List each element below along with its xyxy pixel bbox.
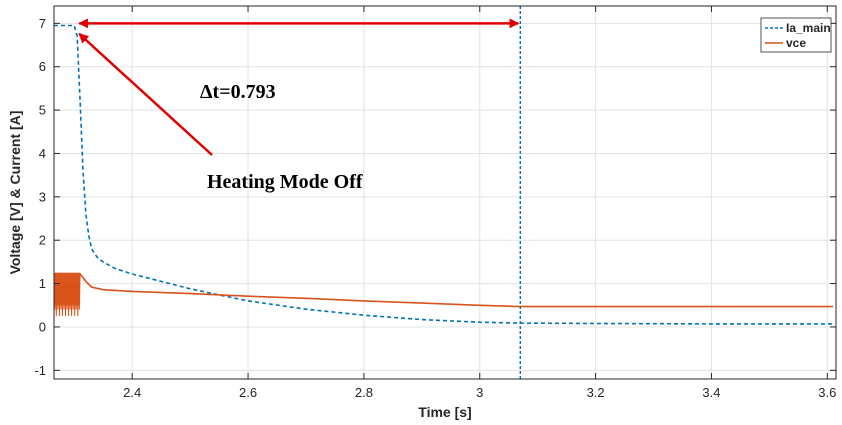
y-tick-label: -1 (34, 363, 46, 378)
x-tick-label: 2.6 (239, 385, 257, 400)
y-tick-label: 6 (39, 59, 46, 74)
plot-frame (53, 5, 837, 380)
x-axis-label: Time [s] (418, 404, 471, 420)
delta-t-annotation: Δt=0.793 (200, 81, 276, 103)
series-layer (53, 24, 834, 325)
heating-mode-off-annotation: Heating Mode Off (207, 171, 363, 193)
legend-label-ia-main: Ia_main (786, 21, 831, 35)
x-tick-label: 3.6 (818, 385, 836, 400)
y-tick-label: 2 (39, 233, 46, 248)
y-tick-label: 7 (39, 16, 46, 31)
grid (54, 6, 836, 379)
x-tick-label: 2.4 (123, 385, 141, 400)
series-line-ia-main (54, 24, 834, 325)
y-axis-label: Voltage [V] & Current [A] (7, 111, 23, 275)
y-tick-label: 1 (39, 276, 46, 291)
legend-box (760, 17, 832, 53)
legend-label-vce: vce (786, 36, 806, 50)
y-tick-label: 5 (39, 103, 46, 118)
plot-area (54, 6, 836, 379)
y-tick-label: 3 (39, 189, 46, 204)
y-tick-label: 4 (39, 146, 46, 161)
x-tick-label: 3.2 (587, 385, 605, 400)
y-tick-label: 0 (39, 319, 46, 334)
x-tick-label: 2.8 (355, 385, 373, 400)
series-line-vce (79, 273, 834, 308)
x-tick-label: 3.4 (702, 385, 720, 400)
tick-labels: 2.4 2.6 2.8 3 3.2 3.4 3.6 -1 0 1 2 3 4 5 6 7 (34, 6, 836, 400)
heating-mode-off-arrow (78, 32, 213, 156)
vce-oscillation (53, 272, 81, 317)
x-tick-label: 3 (476, 385, 483, 400)
legend: Ia_main vce (760, 17, 832, 53)
annotations: Δt=0.793 Heating Mode Off (78, 18, 520, 193)
